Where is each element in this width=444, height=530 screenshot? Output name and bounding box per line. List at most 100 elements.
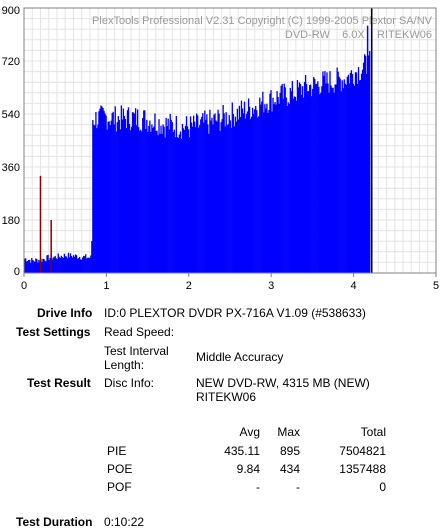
data-bar bbox=[119, 129, 121, 273]
data-bar bbox=[276, 91, 278, 274]
data-bar bbox=[100, 105, 102, 273]
data-bar bbox=[301, 86, 304, 274]
data-bar bbox=[295, 100, 298, 274]
data-bar bbox=[186, 126, 189, 273]
data-bar bbox=[71, 257, 74, 273]
data-bar bbox=[133, 113, 136, 274]
data-bar bbox=[272, 97, 274, 274]
data-bar bbox=[332, 87, 334, 273]
data-bar bbox=[230, 127, 232, 274]
data-bar bbox=[87, 257, 89, 273]
data-bar bbox=[37, 262, 39, 273]
data-bar bbox=[138, 127, 140, 274]
data-bar bbox=[140, 129, 142, 273]
data-bar bbox=[255, 105, 257, 273]
data-bar bbox=[139, 130, 141, 273]
data-bar bbox=[24, 258, 26, 273]
stats-row-max: - bbox=[296, 480, 300, 494]
data-bar bbox=[69, 253, 72, 273]
data-bar bbox=[297, 87, 300, 273]
data-bar bbox=[94, 125, 96, 273]
plot-frame bbox=[23, 7, 437, 274]
data-bar bbox=[49, 257, 51, 273]
data-bar bbox=[115, 131, 117, 273]
data-bar bbox=[244, 118, 247, 273]
data-bar bbox=[62, 257, 64, 273]
data-bar bbox=[283, 83, 285, 273]
data-bar bbox=[76, 258, 79, 273]
data-bar bbox=[278, 103, 280, 274]
data-bar bbox=[304, 75, 307, 273]
data-bar bbox=[294, 96, 297, 273]
data-bar bbox=[354, 72, 357, 273]
data-bar bbox=[109, 125, 111, 274]
data-bar bbox=[177, 137, 180, 273]
data-bar bbox=[90, 255, 92, 273]
data-bar bbox=[32, 260, 34, 273]
data-bar bbox=[148, 125, 150, 274]
data-bar bbox=[208, 133, 210, 273]
data-bar bbox=[241, 108, 244, 273]
data-bar bbox=[114, 106, 116, 273]
data-bar bbox=[254, 109, 256, 274]
data-bar bbox=[205, 119, 207, 273]
stats-row-total: 0 bbox=[379, 480, 386, 494]
data-bar bbox=[231, 102, 233, 273]
data-bar bbox=[124, 118, 127, 273]
data-bar bbox=[307, 91, 310, 273]
data-bar bbox=[314, 78, 316, 273]
stats-row-max: 895 bbox=[279, 444, 300, 458]
data-bar bbox=[106, 129, 108, 273]
data-bar bbox=[54, 255, 56, 273]
data-bar bbox=[105, 115, 107, 273]
data-bar bbox=[209, 109, 211, 274]
data-bar bbox=[162, 124, 164, 273]
data-bar bbox=[85, 254, 87, 273]
data-bar bbox=[243, 101, 246, 273]
data-bar bbox=[310, 84, 312, 273]
data-bar bbox=[179, 131, 182, 273]
data-bar bbox=[306, 91, 309, 274]
data-bar bbox=[364, 55, 367, 274]
data-bar bbox=[135, 125, 138, 273]
data-bar bbox=[358, 80, 361, 274]
data-bar bbox=[59, 257, 61, 273]
data-bar bbox=[88, 257, 90, 273]
data-bar bbox=[156, 130, 158, 273]
data-bar bbox=[75, 255, 78, 273]
data-bar bbox=[225, 112, 227, 274]
data-bar bbox=[161, 133, 163, 273]
data-bar bbox=[125, 127, 128, 274]
watermark-line-2: DVD-RW 6.0X RITEKW06 bbox=[285, 29, 432, 41]
data-bar bbox=[261, 101, 263, 274]
data-bar bbox=[72, 255, 75, 273]
data-bar bbox=[104, 113, 106, 273]
data-bar bbox=[189, 116, 192, 273]
data-bar bbox=[158, 119, 160, 274]
data-bar bbox=[249, 119, 252, 273]
data-bar bbox=[258, 116, 260, 273]
data-bar bbox=[183, 130, 186, 273]
data-bar bbox=[131, 112, 134, 273]
data-bar bbox=[214, 113, 216, 273]
data-bar bbox=[267, 112, 269, 273]
data-bar bbox=[268, 110, 270, 273]
interval-label-line-2: Length: bbox=[104, 358, 145, 372]
data-bar bbox=[167, 118, 169, 273]
data-bar bbox=[326, 72, 328, 273]
data-bar bbox=[151, 124, 153, 273]
data-bar bbox=[260, 104, 262, 273]
data-bar bbox=[213, 114, 215, 274]
data-bar bbox=[47, 254, 49, 273]
disc-info-value-line-1: NEW DVD-RW, 4315 MB (NEW) bbox=[196, 376, 370, 390]
stats-header-total: Total bbox=[360, 425, 386, 439]
data-bar bbox=[253, 113, 255, 273]
data-bar bbox=[285, 97, 287, 273]
data-bar bbox=[110, 120, 112, 273]
x-axis-ticks: 0 1 2 3 4 5 bbox=[21, 273, 439, 292]
test-duration-label: Test Duration bbox=[16, 515, 93, 529]
data-bar bbox=[56, 258, 58, 273]
data-bar bbox=[55, 258, 57, 273]
data-bar bbox=[141, 131, 143, 273]
data-bar bbox=[34, 261, 36, 273]
